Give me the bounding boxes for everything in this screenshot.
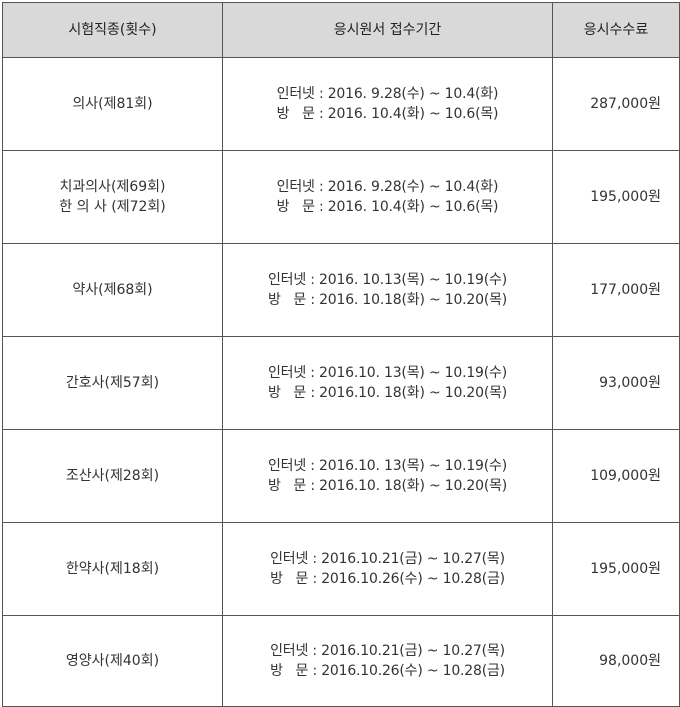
fee-cell: 195,000원 <box>552 150 680 244</box>
fee-cell: 93,000원 <box>552 336 680 430</box>
exam-name: 약사(제68회) <box>72 282 153 298</box>
exam-type-cell: 의사(제81회) <box>2 57 223 151</box>
exam-name: 한 의 사 (제72회) <box>59 199 166 215</box>
internet-period: 인터넷 : 2016.10. 13(목) ~ 10.19(수) <box>267 458 507 474</box>
exam-name: 한약사(제18회) <box>65 561 160 577</box>
internet-period: 인터넷 : 2016.10. 13(목) ~ 10.19(수) <box>267 365 507 381</box>
visit-period: 방 문 : 2016.10. 18(화) ~ 10.20(목) <box>267 478 508 494</box>
period-cell: 인터넷 : 2016.10. 13(목) ~ 10.19(수) 방 문 : 201… <box>222 429 553 523</box>
fee-cell: 195,000원 <box>552 522 680 616</box>
period-cell: 인터넷 : 2016. 9.28(수) ~ 10.4(화) 방 문 : 2016.… <box>222 150 553 244</box>
exam-name: 간호사(제57회) <box>65 375 160 391</box>
exam-name: 치과의사(제69회) <box>59 179 166 195</box>
period-cell: 인터넷 : 2016.10. 13(목) ~ 10.19(수) 방 문 : 201… <box>222 336 553 430</box>
visit-period: 방 문 : 2016. 10.4(화) ~ 10.6(목) <box>276 199 499 215</box>
exam-name: 의사(제81회) <box>72 96 153 112</box>
header-fee: 응시수수료 <box>552 2 680 58</box>
visit-period: 방 문 : 2016. 10.4(화) ~ 10.6(목) <box>276 106 499 122</box>
exam-name: 조산사(제28회) <box>65 468 160 484</box>
table-row: 간호사(제57회) 인터넷 : 2016.10. 13(목) ~ 10.19(수)… <box>2 336 680 430</box>
visit-period: 방 문 : 2016. 10.18(화) ~ 10.20(목) <box>267 292 508 308</box>
table-row: 영양사(제40회) 인터넷 : 2016.10.21(금) ~ 10.27(목) 방… <box>2 615 680 707</box>
visit-period: 방 문 : 2016.10.26(수) ~ 10.28(금) <box>270 571 505 587</box>
fee-cell: 177,000원 <box>552 243 680 337</box>
internet-period: 인터넷 : 2016. 10.13(목) ~ 10.19(수) <box>267 272 507 288</box>
exam-type-cell: 조산사(제28회) <box>2 429 223 523</box>
header-exam-type: 시험직종(횟수) <box>2 2 223 58</box>
table-row: 한약사(제18회) 인터넷 : 2016.10.21(금) ~ 10.27(목) 방… <box>2 522 680 616</box>
exam-type-cell: 영양사(제40회) <box>2 615 223 707</box>
exam-type-cell: 치과의사(제69회) 한 의 사 (제72회) <box>2 150 223 244</box>
internet-period: 인터넷 : 2016. 9.28(수) ~ 10.4(화) <box>276 86 499 102</box>
table-row: 약사(제68회) 인터넷 : 2016. 10.13(목) ~ 10.19(수) 방… <box>2 243 680 337</box>
exam-type-cell: 간호사(제57회) <box>2 336 223 430</box>
visit-period: 방 문 : 2016.10.26(수) ~ 10.28(금) <box>270 663 505 679</box>
table-row: 의사(제81회) 인터넷 : 2016. 9.28(수) ~ 10.4(화) 방 문… <box>2 57 680 151</box>
internet-period: 인터넷 : 2016. 9.28(수) ~ 10.4(화) <box>276 179 499 195</box>
period-cell: 인터넷 : 2016. 9.28(수) ~ 10.4(화) 방 문 : 2016.… <box>222 57 553 151</box>
fee-cell: 109,000원 <box>552 429 680 523</box>
exam-type-cell: 한약사(제18회) <box>2 522 223 616</box>
internet-period: 인터넷 : 2016.10.21(금) ~ 10.27(목) <box>270 643 505 659</box>
period-cell: 인터넷 : 2016.10.21(금) ~ 10.27(목) 방 문 : 2016… <box>222 615 553 707</box>
table-row: 치과의사(제69회) 한 의 사 (제72회) 인터넷 : 2016. 9.28(수… <box>2 150 680 244</box>
visit-period: 방 문 : 2016.10. 18(화) ~ 10.20(목) <box>267 385 508 401</box>
exam-name: 영양사(제40회) <box>65 653 160 669</box>
period-cell: 인터넷 : 2016. 10.13(목) ~ 10.19(수) 방 문 : 201… <box>222 243 553 337</box>
table-row: 조산사(제28회) 인터넷 : 2016.10. 13(목) ~ 10.19(수)… <box>2 429 680 523</box>
period-cell: 인터넷 : 2016.10.21(금) ~ 10.27(목) 방 문 : 2016… <box>222 522 553 616</box>
fee-cell: 98,000원 <box>552 615 680 707</box>
internet-period: 인터넷 : 2016.10.21(금) ~ 10.27(목) <box>270 551 505 567</box>
header-application-period: 응시원서 접수기간 <box>222 2 553 58</box>
fee-cell: 287,000원 <box>552 57 680 151</box>
exam-type-cell: 약사(제68회) <box>2 243 223 337</box>
header-row: 시험직종(횟수) 응시원서 접수기간 응시수수료 <box>2 2 680 58</box>
